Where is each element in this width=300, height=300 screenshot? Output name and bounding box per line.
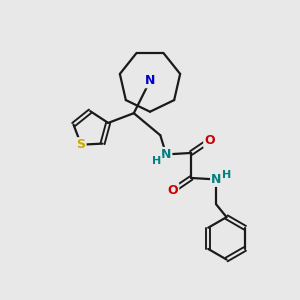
Text: N: N <box>161 148 171 161</box>
Text: N: N <box>211 173 221 186</box>
Text: S: S <box>76 138 85 151</box>
Text: H: H <box>222 170 231 180</box>
Text: O: O <box>204 134 215 147</box>
Text: N: N <box>145 74 155 87</box>
Text: O: O <box>168 184 178 197</box>
Text: H: H <box>152 156 161 166</box>
